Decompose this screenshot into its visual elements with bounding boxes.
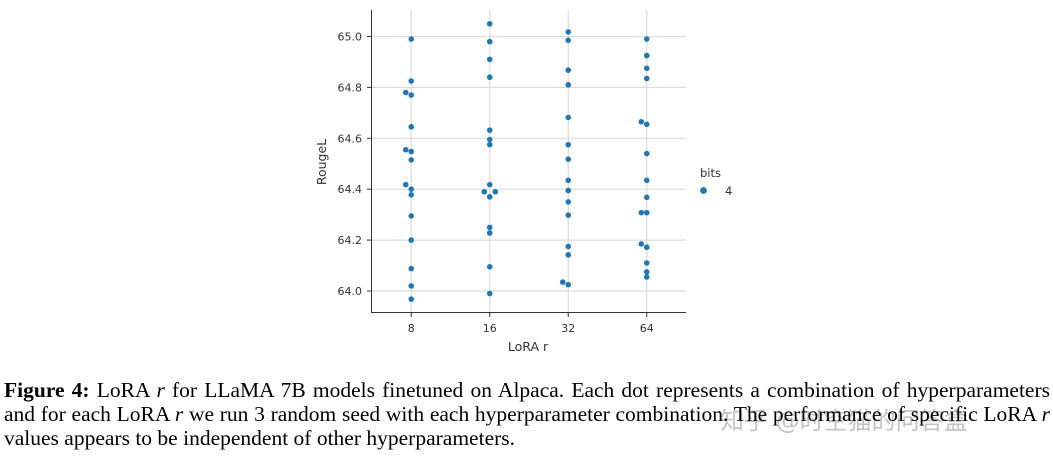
data-point-r32-38 <box>565 177 572 184</box>
caption-var-3: r <box>1041 402 1050 426</box>
x-tick-label-8: 8 <box>408 322 415 335</box>
data-point-r64-55 <box>638 209 645 216</box>
y-tick-label-64.2: 64.2 <box>338 234 363 247</box>
data-point-r16-26 <box>486 194 493 200</box>
data-point-r16-16 <box>486 20 493 27</box>
data-point-r64-56 <box>643 209 650 216</box>
data-point-r32-45 <box>565 281 572 288</box>
y-ticks: 64.0 64.2 64.4 64.6 64.8 65.0 <box>338 31 372 298</box>
scatter-chart: 64.064.264.464.664.865.0 8 16 32 64 LoRA r … <box>314 10 732 354</box>
y-tick-label-64.4: 64.4 <box>338 183 363 196</box>
data-point-r32-31 <box>565 29 572 35</box>
caption-text-4: values appears to be independent of othe… <box>4 426 516 450</box>
y-axis-label: RougeL <box>314 139 329 185</box>
data-point-r8-1 <box>408 78 415 84</box>
x-ticks: 8 16 32 64 <box>408 312 654 335</box>
legend: bits 4 <box>700 166 732 198</box>
data-point-r64-48 <box>643 65 650 72</box>
data-point-r8-0 <box>408 36 415 42</box>
x-tick-label-16: 16 <box>483 322 497 335</box>
y-tick-label-64.8: 64.8 <box>338 81 363 94</box>
y-tick-label-64.6: 64.6 <box>338 132 363 145</box>
data-point-r16-18 <box>486 56 493 63</box>
data-point-r16-20 <box>486 127 493 133</box>
data-point-r16-19 <box>486 74 493 81</box>
data-point-r8-9 <box>408 186 415 192</box>
legend-title: bits <box>700 166 721 180</box>
data-point-r32-39 <box>565 187 572 194</box>
data-point-r8-14 <box>408 283 415 289</box>
data-point-r64-58 <box>643 244 650 251</box>
data-point-r8-5 <box>402 146 409 153</box>
data-point-r64-52 <box>643 150 650 157</box>
data-point-r64-54 <box>643 194 650 201</box>
data-point-r16-27 <box>486 224 493 231</box>
data-point-r8-11 <box>408 213 415 219</box>
data-point-r8-13 <box>408 265 415 272</box>
figure-caption: Figure 4: LoRA r for LLaMA 7B models fin… <box>4 378 1050 450</box>
data-point-r32-41 <box>565 212 572 218</box>
data-point-r16-24 <box>481 188 488 195</box>
x-axis-label: LoRA r <box>508 339 549 354</box>
data-point-r32-42 <box>565 243 572 250</box>
data-point-r8-12 <box>408 237 415 243</box>
data-point-r32-35 <box>565 114 572 121</box>
data-point-r16-28 <box>486 230 493 236</box>
data-point-r8-3 <box>408 92 415 98</box>
data-point-r64-57 <box>638 241 645 247</box>
data-point-r32-33 <box>565 67 572 73</box>
caption-text-3: we run 3 random seed with each hyperpara… <box>183 402 1042 426</box>
data-point-r16-17 <box>486 38 493 45</box>
data-point-r64-60 <box>643 269 650 275</box>
x-tick-label-64: 64 <box>640 322 654 335</box>
data-point-r64-51 <box>643 121 650 128</box>
data-point-r8-10 <box>408 191 415 198</box>
caption-var-2: r <box>174 402 184 426</box>
data-point-r32-44 <box>559 279 566 285</box>
data-point-r16-22 <box>486 141 493 148</box>
data-point-r32-32 <box>565 37 572 44</box>
data-points <box>402 20 650 302</box>
data-point-r64-53 <box>643 177 650 184</box>
data-point-r16-21 <box>486 136 493 143</box>
y-tick-label-65.0: 65.0 <box>338 31 363 44</box>
data-point-r8-8 <box>402 181 409 188</box>
data-point-r64-47 <box>643 52 650 59</box>
figure-label: Figure 4: <box>4 378 90 402</box>
data-point-r64-59 <box>643 260 650 266</box>
data-point-r16-29 <box>486 264 493 270</box>
legend-label: 4 <box>725 184 732 198</box>
data-point-r32-43 <box>565 252 572 258</box>
data-point-r64-61 <box>643 274 650 280</box>
data-point-r32-40 <box>565 199 572 205</box>
data-point-r8-4 <box>408 124 415 130</box>
data-point-r8-2 <box>402 89 409 96</box>
legend-marker <box>700 187 707 194</box>
data-point-r16-25 <box>492 188 499 195</box>
grid-lines <box>372 10 686 312</box>
data-point-r16-30 <box>486 290 493 297</box>
x-tick-label-32: 32 <box>561 322 575 335</box>
data-point-r32-37 <box>565 156 572 162</box>
data-point-r64-50 <box>638 118 645 125</box>
data-point-r64-46 <box>643 36 650 42</box>
data-point-r16-23 <box>486 181 493 188</box>
caption-text-2: for LLaMA 7B models finetuned on Alpaca.… <box>4 378 1051 426</box>
data-point-r64-49 <box>643 75 650 82</box>
caption-text-1: LoRA <box>89 378 157 402</box>
data-point-r32-34 <box>565 82 572 88</box>
data-point-r8-15 <box>408 296 415 302</box>
data-point-r8-6 <box>408 148 415 155</box>
caption-var-1: r <box>156 378 165 402</box>
y-tick-label-64.0: 64.0 <box>338 285 363 298</box>
data-point-r8-7 <box>408 157 415 163</box>
data-point-r32-36 <box>565 141 572 148</box>
